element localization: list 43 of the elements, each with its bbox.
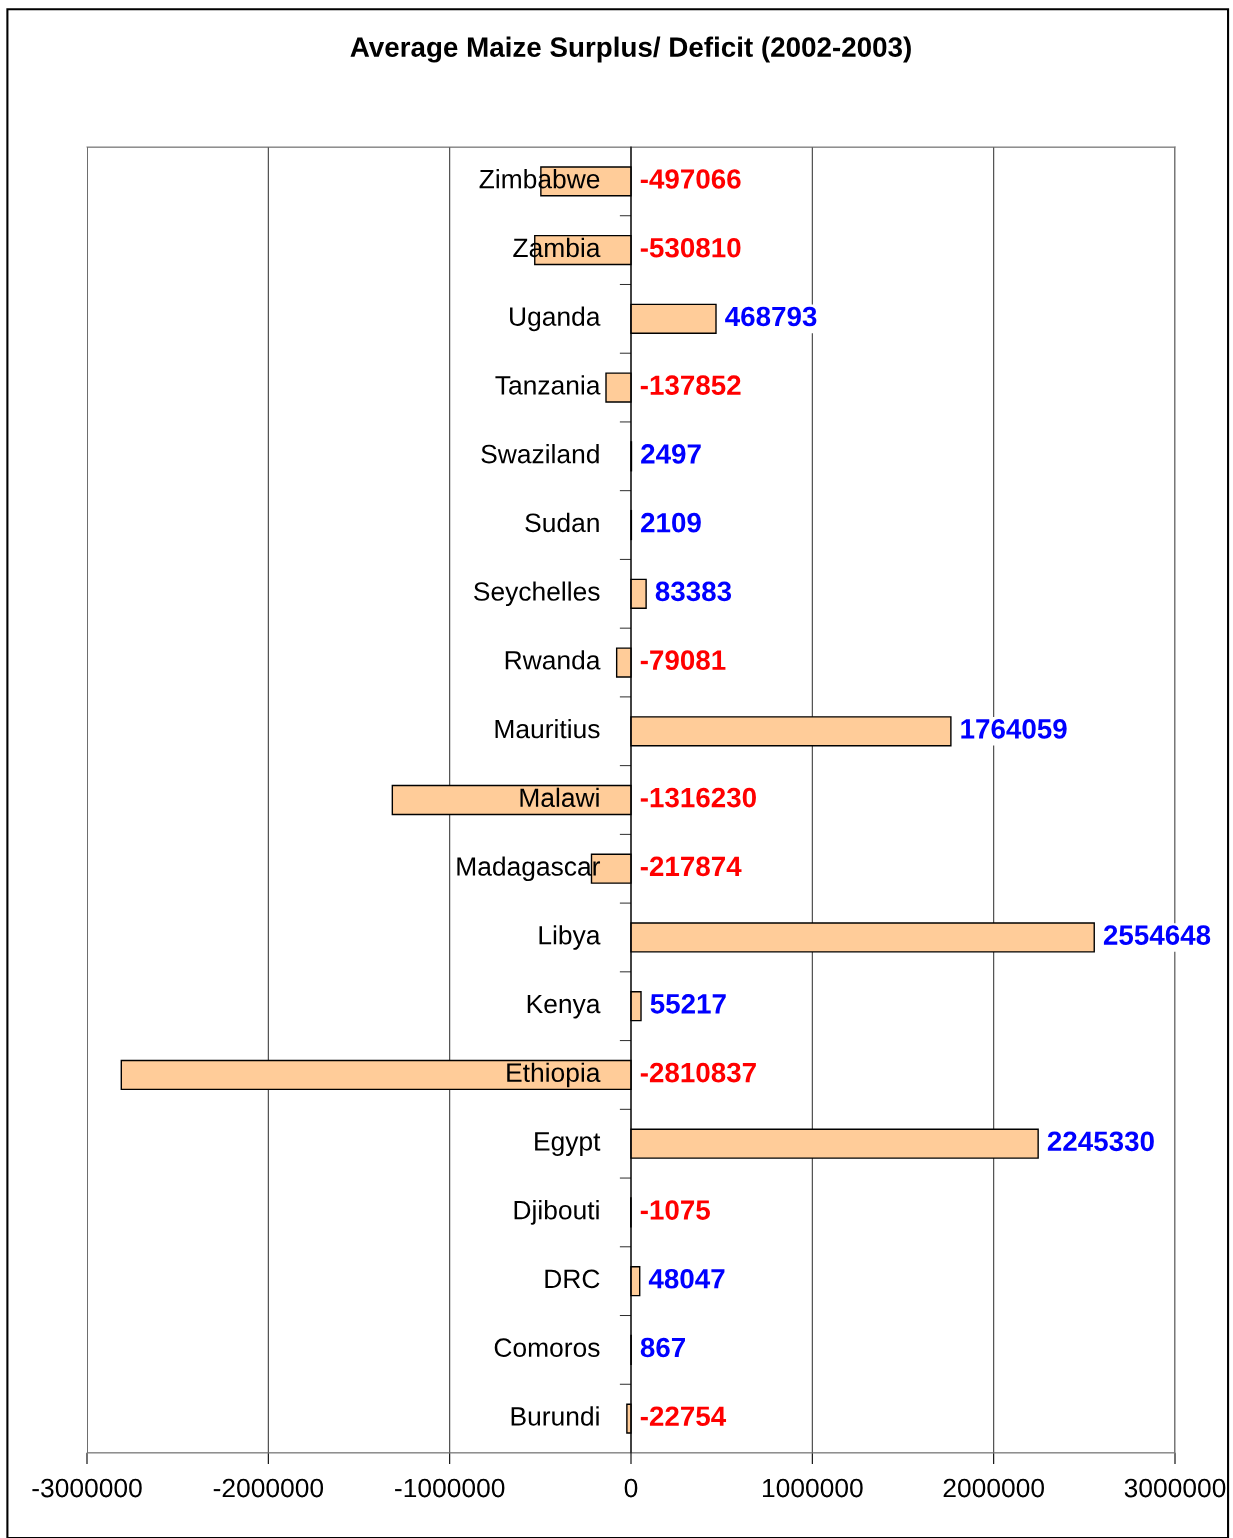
y-tick-label: Tanzania [495, 375, 601, 395]
x-tick-label: 0 [624, 1478, 638, 1498]
data-label: 468793 [725, 306, 817, 327]
y-tick-label: Egypt [535, 1132, 601, 1156]
x-tick-label: 2000000 [943, 1478, 1045, 1498]
x-tick-label: -1000000 [395, 1478, 505, 1498]
y-tick-label: Rwanda [505, 650, 601, 670]
y-tick-label: Uganda [510, 306, 601, 332]
data-label: -497066 [640, 169, 741, 189]
data-label: -530810 [640, 237, 741, 258]
data-label: -79081 [640, 650, 726, 670]
data-label: -2810837 [640, 1062, 756, 1083]
y-tick-label: Sudan [525, 512, 599, 533]
x-tick-label: -2000000 [213, 1478, 324, 1498]
x-tick-label: -3000000 [32, 1478, 142, 1498]
y-tick-label: Seychelles [474, 581, 600, 607]
data-label: 83383 [655, 581, 732, 602]
data-label: 867 [640, 1337, 685, 1358]
chart-title: Average Maize Surplus/ Deficit (2002-2003) [350, 36, 911, 63]
y-tick-label: Burundi [511, 1406, 599, 1426]
data-label: 1764059 [961, 719, 1067, 739]
data-label: 55217 [650, 994, 726, 1014]
y-tick-label: Libya [539, 925, 601, 950]
data-label: 2245330 [1047, 1131, 1154, 1152]
data-label: 2554648 [1103, 925, 1211, 945]
x-tick-label: 1000000 [762, 1478, 863, 1498]
y-tick-label: Mauritius [495, 718, 600, 739]
y-tick-label: Kenya [527, 994, 601, 1019]
data-label: 2109 [641, 512, 701, 533]
y-tick-label: Ethiopia [507, 1062, 601, 1088]
y-tick-label: Djibouti [514, 1200, 599, 1225]
y-tick-label: Swaziland [481, 444, 599, 464]
data-label: -1316230 [640, 787, 756, 808]
data-label: -1075 [640, 1200, 710, 1220]
x-tick-label: 3000000 [1124, 1478, 1226, 1498]
data-label: 2497 [641, 444, 701, 464]
y-tick-label: Comoros [494, 1338, 600, 1357]
data-label: -22754 [640, 1406, 727, 1427]
y-tick-label: Malawi [520, 787, 599, 808]
data-label: -137852 [640, 375, 741, 396]
y-tick-label: DRC [545, 1269, 600, 1289]
data-label: 48047 [648, 1268, 725, 1289]
data-label: -217874 [640, 856, 742, 877]
